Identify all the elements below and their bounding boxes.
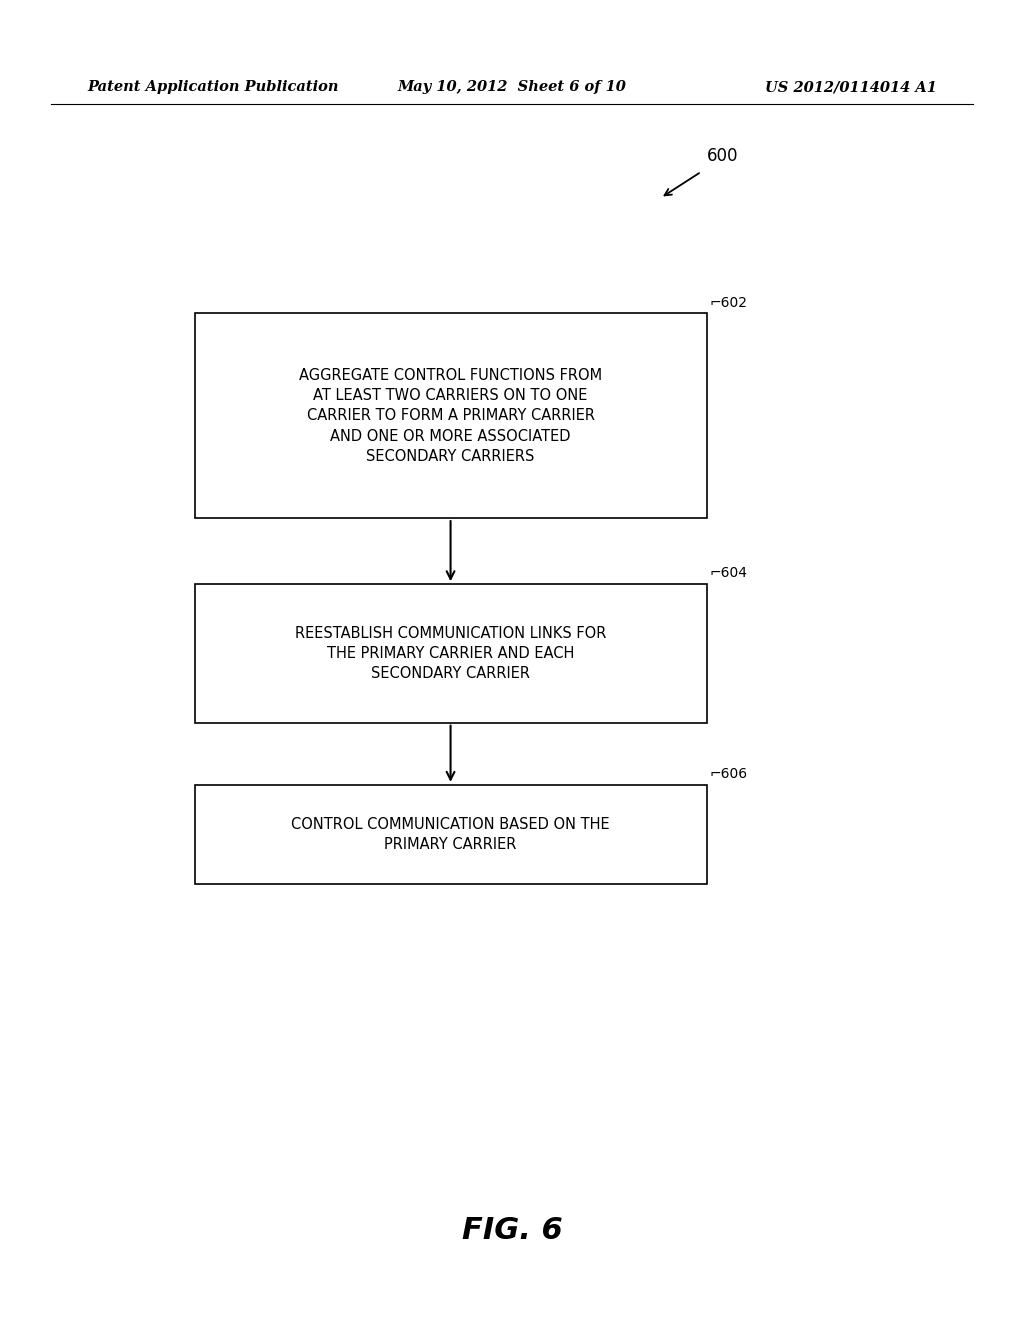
Bar bbox=[195, 583, 707, 722]
Text: May 10, 2012  Sheet 6 of 10: May 10, 2012 Sheet 6 of 10 bbox=[397, 81, 627, 94]
Text: US 2012/0114014 A1: US 2012/0114014 A1 bbox=[765, 81, 937, 94]
Text: ⌐606: ⌐606 bbox=[710, 767, 748, 781]
Text: ⌐602: ⌐602 bbox=[710, 296, 748, 309]
Bar bbox=[195, 313, 707, 517]
Text: FIG. 6: FIG. 6 bbox=[462, 1216, 562, 1245]
Text: REESTABLISH COMMUNICATION LINKS FOR
THE PRIMARY CARRIER AND EACH
SECONDARY CARRI: REESTABLISH COMMUNICATION LINKS FOR THE … bbox=[295, 626, 606, 681]
Bar bbox=[195, 784, 707, 884]
Text: AGGREGATE CONTROL FUNCTIONS FROM
AT LEAST TWO CARRIERS ON TO ONE
CARRIER TO FORM: AGGREGATE CONTROL FUNCTIONS FROM AT LEAS… bbox=[299, 367, 602, 465]
Text: 600: 600 bbox=[707, 147, 738, 165]
Text: Patent Application Publication: Patent Application Publication bbox=[87, 81, 339, 94]
Text: ⌐604: ⌐604 bbox=[710, 566, 748, 581]
Text: CONTROL COMMUNICATION BASED ON THE
PRIMARY CARRIER: CONTROL COMMUNICATION BASED ON THE PRIMA… bbox=[291, 817, 610, 851]
